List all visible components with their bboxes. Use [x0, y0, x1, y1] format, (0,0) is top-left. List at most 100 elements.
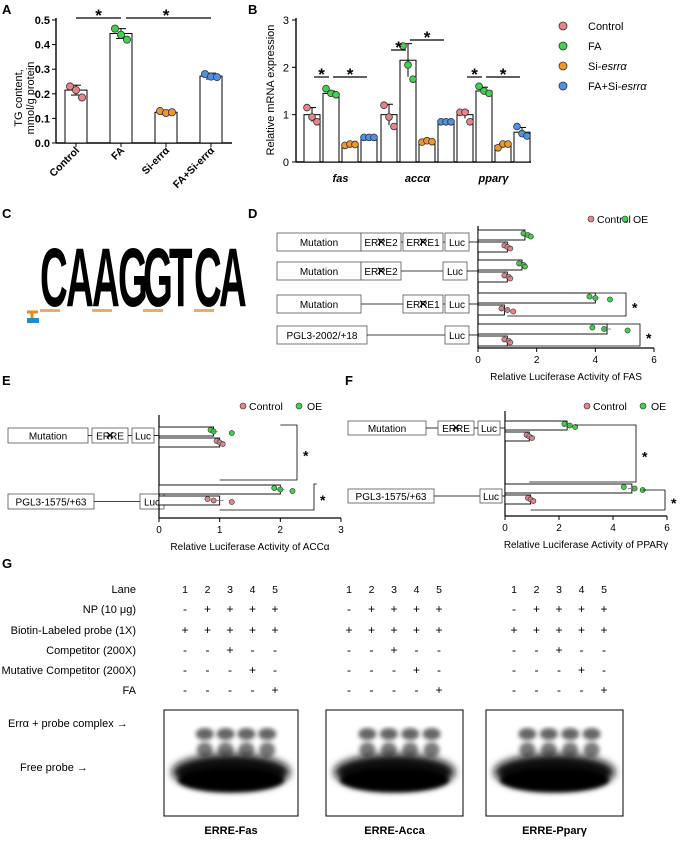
- emsa-row-label-probe: Biotin-Labeled probe (1X): [11, 625, 136, 637]
- significance-star: *: [163, 6, 170, 25]
- legend-label-text: FA+Si-: [588, 81, 622, 93]
- emsa-row-label-fa: FA: [123, 685, 137, 697]
- construct-pgl3: PGL3-1575/+63: [16, 498, 87, 509]
- lane-sign: -: [347, 643, 351, 657]
- lane-sign: -: [183, 643, 187, 657]
- lane-sign: -: [415, 683, 419, 697]
- logo-minor-letters: [40, 309, 60, 312]
- gel-caption: ERRE-Pparγ: [522, 825, 588, 837]
- y-tick-label: 0: [283, 157, 289, 169]
- logo-letter: C: [40, 230, 68, 324]
- legend-label-control: Control: [593, 401, 627, 413]
- lane-number: 3: [391, 584, 397, 596]
- smear-band: [423, 742, 440, 758]
- emsa-row-label-mutative: Mutative Competitor (200X): [2, 665, 137, 677]
- lane-sign: +: [413, 602, 420, 616]
- legend-label-italic: esrrα: [601, 61, 627, 73]
- logo-letter: A: [92, 230, 120, 324]
- logo-small-c: [27, 318, 39, 323]
- significance-star: *: [424, 28, 431, 47]
- lane-sign: -: [206, 643, 210, 657]
- significance-bracket: [529, 424, 637, 483]
- complex-band: [195, 728, 214, 740]
- logo-letter: T: [169, 230, 193, 324]
- data-point: [485, 89, 493, 98]
- significance-star: *: [318, 65, 325, 84]
- significance-star: *: [500, 65, 507, 84]
- complex-band: [561, 728, 580, 740]
- lane-sign: -: [347, 602, 351, 616]
- bar: [477, 292, 596, 304]
- complex-band: [518, 728, 537, 740]
- lane-sign: +: [204, 602, 211, 616]
- gel-image: [325, 709, 464, 817]
- legend-label-oe: OE: [307, 401, 322, 413]
- data-point: [513, 122, 521, 131]
- lane-sign: -: [580, 683, 584, 697]
- x-tick-label: 0: [475, 355, 481, 366]
- significance-bracket: [530, 489, 666, 511]
- data-point: [461, 108, 469, 117]
- x-tick-label: 4: [610, 523, 616, 534]
- legend-label-text: Si-: [588, 61, 602, 73]
- lane-sign: +: [249, 663, 256, 677]
- chart-b: Relative mRNA expression 0 1 2 3 fas accα ppar…: [265, 15, 647, 185]
- chart-a-ylabel-line1: TG content,: [13, 69, 25, 126]
- gel-image: [163, 709, 299, 817]
- bar: [477, 259, 523, 271]
- complex-band: [539, 728, 558, 740]
- legend-label-control: Control: [249, 401, 283, 413]
- lane-sign: -: [347, 683, 351, 697]
- data-point: [167, 108, 176, 117]
- significance-star: *: [303, 448, 309, 464]
- data-point: [428, 137, 436, 146]
- lane-sign: -: [512, 663, 516, 677]
- lane-sign: +: [271, 602, 278, 616]
- panel-label-c: C: [2, 206, 12, 221]
- chart-b-ylabel: Relative mRNA expression: [265, 25, 277, 156]
- luc-element: Luc: [483, 492, 499, 503]
- significance-bracket: [219, 483, 317, 511]
- legend-label-text: FA: [588, 41, 602, 53]
- x-axis-label: Relative Luciferase Activity of ACCα: [170, 542, 329, 553]
- data-point: [466, 117, 474, 126]
- bar: [475, 90, 493, 163]
- y-tick-label: 0.2: [35, 89, 50, 101]
- data-point: [589, 324, 596, 331]
- data-point: [385, 113, 393, 121]
- emsa-row-label-np: NP (10 μg): [83, 604, 136, 616]
- y-tick-label: 0.4: [35, 40, 51, 52]
- construct-mutation: Mutation: [29, 432, 67, 443]
- bar: [504, 483, 633, 494]
- bar: [477, 323, 608, 335]
- lane-number: 1: [182, 584, 188, 596]
- significance-star: *: [320, 492, 326, 508]
- y-tick-label: 3: [283, 15, 289, 27]
- x-tick-label: 2: [278, 525, 284, 536]
- erre1-element: ERRE1: [406, 300, 440, 311]
- lane-sign: +: [368, 602, 375, 616]
- luc-element: Luc: [449, 300, 465, 311]
- mutation-cross: ×: [376, 263, 385, 280]
- legend-label: Si-esrrα: [588, 61, 627, 73]
- y-tick-label: 0.3: [35, 64, 50, 76]
- data-point: [289, 488, 296, 494]
- lane-sign: +: [435, 683, 442, 697]
- bar: [158, 495, 221, 506]
- logo-minor-letters: [194, 309, 214, 312]
- lane-sign: +: [578, 663, 585, 677]
- bar: [158, 426, 215, 437]
- x-tick-label: accα: [405, 173, 431, 185]
- data-point: [586, 293, 593, 300]
- data-point: [620, 484, 627, 490]
- lane-number: 3: [556, 584, 562, 596]
- bar: [199, 75, 223, 144]
- lane-sign: -: [370, 663, 374, 677]
- data-point: [228, 499, 235, 505]
- lane-sign: -: [580, 643, 584, 657]
- smear-band: [562, 742, 579, 758]
- lane-sign: -: [512, 683, 516, 697]
- significance-star: *: [671, 495, 677, 511]
- free-probe-band-core: [340, 768, 449, 792]
